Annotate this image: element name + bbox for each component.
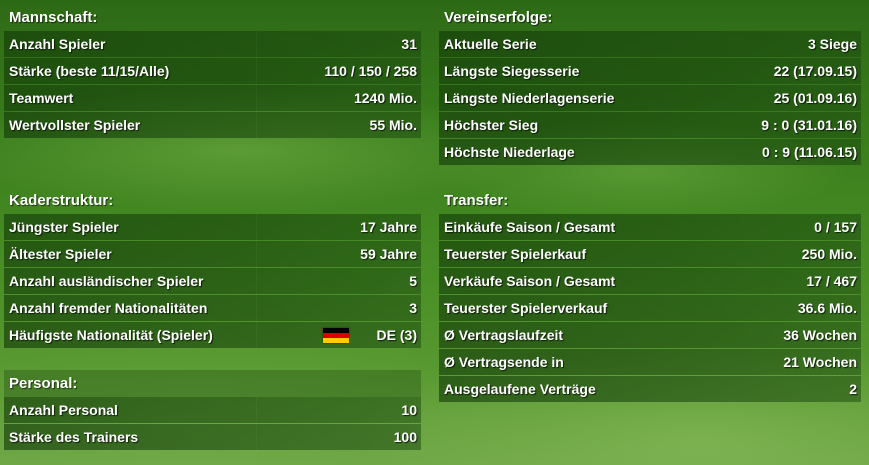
stat-value: 10 bbox=[401, 402, 417, 418]
stat-value: 21 Wochen bbox=[783, 354, 857, 370]
stat-label: Stärke (beste 11/15/Alle) bbox=[9, 63, 170, 79]
stat-label: Stärke des Trainers bbox=[9, 429, 139, 445]
stat-value: 3 Siege bbox=[807, 36, 857, 52]
stat-row-aeltester-spieler: Ältester Spieler 59 Jahre bbox=[4, 241, 421, 267]
stat-label: Anzahl Spieler bbox=[9, 36, 106, 52]
stat-value: 100 bbox=[393, 429, 417, 445]
stat-label: Wertvollster Spieler bbox=[9, 117, 141, 133]
stat-label: Längste Siegesserie bbox=[444, 63, 580, 79]
stat-row-verkaeufe: Verkäufe Saison / Gesamt 17 / 467 bbox=[439, 268, 861, 294]
stat-label: Anzahl ausländischer Spieler bbox=[9, 273, 204, 289]
section-title: Vereinserfolge: bbox=[444, 9, 553, 26]
stat-value: 31 bbox=[401, 36, 417, 52]
stat-row-hoechste-niederlage: Höchste Niederlage 0 : 9 (11.06.15) bbox=[439, 139, 861, 165]
stat-row-teamwert: Teamwert 1240 Mio. bbox=[4, 85, 421, 111]
transfer-section: Transfer: Einkäufe Saison / Gesamt 0 / 1… bbox=[439, 187, 861, 403]
stat-row-aktuelle-serie: Aktuelle Serie 3 Siege bbox=[439, 31, 861, 57]
stat-row-juengster-spieler: Jüngster Spieler 17 Jahre bbox=[4, 214, 421, 240]
stat-value: 5 bbox=[409, 273, 417, 289]
stat-label: Höchster Sieg bbox=[444, 117, 539, 133]
stat-row-staerke: Stärke (beste 11/15/Alle) 110 / 150 / 25… bbox=[4, 58, 421, 84]
stat-value: 59 Jahre bbox=[360, 246, 417, 262]
stat-value: 55 Mio. bbox=[369, 117, 417, 133]
section-title: Transfer: bbox=[444, 192, 509, 209]
stat-row-wertvollster-spieler: Wertvollster Spieler 55 Mio. bbox=[4, 112, 421, 138]
stat-value: 36 Wochen bbox=[783, 327, 857, 343]
personal-section: Personal: Anzahl Personal 10 Stärke des … bbox=[4, 370, 421, 451]
stat-value: 9 : 0 (31.01.16) bbox=[761, 117, 857, 133]
section-title: Personal: bbox=[4, 370, 421, 397]
section-title: Mannschaft: bbox=[9, 9, 98, 26]
section-title: Kaderstruktur: bbox=[9, 192, 114, 209]
stat-label: Teuerster Spielerkauf bbox=[444, 246, 587, 262]
stat-label: Längste Niederlagenserie bbox=[444, 90, 615, 106]
stat-label: Höchste Niederlage bbox=[444, 144, 575, 160]
stat-label: Teamwert bbox=[9, 90, 74, 106]
stat-row-einkaeufe: Einkäufe Saison / Gesamt 0 / 157 bbox=[439, 214, 861, 240]
vereinserfolge-section: Vereinserfolge: Aktuelle Serie 3 Siege L… bbox=[439, 4, 861, 166]
stat-row-laengste-niederlagenserie: Längste Niederlagenserie 25 (01.09.16) bbox=[439, 85, 861, 111]
stat-label: Anzahl fremder Nationalitäten bbox=[9, 300, 208, 316]
stat-row-vertragslaufzeit: Ø Vertragslaufzeit 36 Wochen bbox=[439, 322, 861, 348]
stat-value: 22 (17.09.15) bbox=[773, 63, 857, 79]
stat-row-laengste-siegesserie: Längste Siegesserie 22 (17.09.15) bbox=[439, 58, 861, 84]
stat-value: 0 : 9 (11.06.15) bbox=[762, 144, 857, 160]
stat-value: 2 bbox=[849, 381, 857, 397]
germany-flag-icon bbox=[323, 328, 349, 343]
stat-row-anzahl-personal: Anzahl Personal 10 bbox=[4, 397, 421, 423]
stat-label: Teuerster Spielerverkauf bbox=[444, 300, 608, 316]
stat-label: Ausgelaufene Verträge bbox=[444, 381, 596, 397]
stat-row-haeufigste-nationalitaet: Häufigste Nationalität (Spieler) DE (3) bbox=[4, 322, 421, 348]
stat-row-hoechster-sieg: Höchster Sieg 9 : 0 (31.01.16) bbox=[439, 112, 861, 138]
stat-label: Anzahl Personal bbox=[9, 402, 118, 418]
stat-value: 36.6 Mio. bbox=[797, 300, 857, 316]
stat-row-teuerster-spielerverkauf: Teuerster Spielerverkauf 36.6 Mio. bbox=[439, 295, 861, 321]
stat-row-fremde-nationalitaeten: Anzahl fremder Nationalitäten 3 bbox=[4, 295, 421, 321]
stat-row-vertragsende: Ø Vertragsende in 21 Wochen bbox=[439, 349, 861, 375]
kaderstruktur-section: Kaderstruktur: Jüngster Spieler 17 Jahre… bbox=[4, 187, 421, 349]
stat-value: 17 Jahre bbox=[360, 219, 417, 235]
stat-row-teuerster-spielerkauf: Teuerster Spielerkauf 250 Mio. bbox=[439, 241, 861, 267]
stat-row-ausgelaufene-vertraege: Ausgelaufene Verträge 2 bbox=[439, 376, 861, 402]
stat-label: Ältester Spieler bbox=[9, 246, 112, 262]
stat-label: Verkäufe Saison / Gesamt bbox=[444, 273, 616, 289]
stat-label: Aktuelle Serie bbox=[444, 36, 537, 52]
stat-label: Jüngster Spieler bbox=[9, 219, 119, 235]
stat-value: 3 bbox=[409, 300, 417, 316]
stat-value: 0 / 157 bbox=[814, 219, 857, 235]
stat-row-staerke-trainer: Stärke des Trainers 100 bbox=[4, 424, 421, 450]
stat-value: DE (3) bbox=[376, 327, 417, 343]
stat-label: Häufigste Nationalität (Spieler) bbox=[9, 327, 213, 343]
stat-value: 250 Mio. bbox=[801, 246, 857, 262]
mannschaft-section: Mannschaft: Anzahl Spieler 31 Stärke (be… bbox=[4, 4, 421, 139]
stat-label: Einkäufe Saison / Gesamt bbox=[444, 219, 616, 235]
stat-value: 110 / 150 / 258 bbox=[324, 63, 417, 79]
stat-value: 1240 Mio. bbox=[353, 90, 417, 106]
stat-label: Ø Vertragsende in bbox=[444, 354, 564, 370]
stat-row-anzahl-spieler: Anzahl Spieler 31 bbox=[4, 31, 421, 57]
stat-label: Ø Vertragslaufzeit bbox=[444, 327, 564, 343]
stat-value: 17 / 467 bbox=[806, 273, 857, 289]
stat-value: 25 (01.09.16) bbox=[773, 90, 857, 106]
stat-row-auslaendische-spieler: Anzahl ausländischer Spieler 5 bbox=[4, 268, 421, 294]
